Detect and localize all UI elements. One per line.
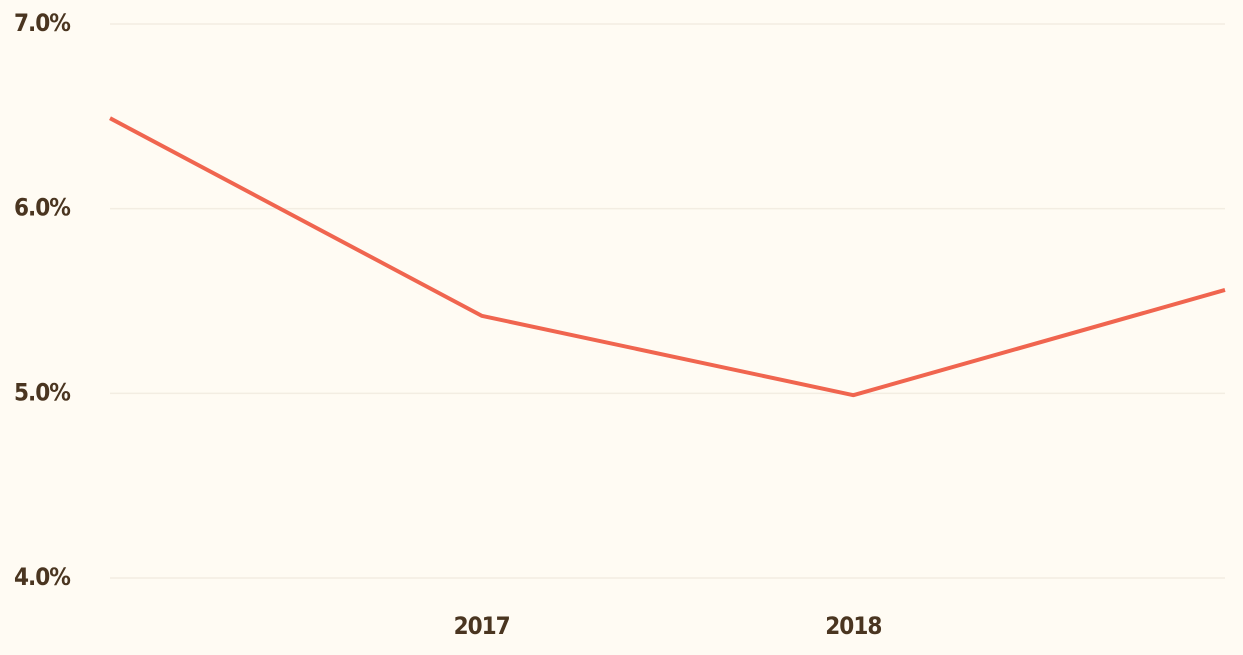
x-tick-label: 2017 [454, 612, 510, 640]
y-tick-label: 6.0% [14, 194, 70, 222]
y-tick-label: 5.0% [14, 378, 70, 406]
data-line [109, 116, 1226, 398]
y-tick-label: 7.0% [14, 9, 70, 37]
x-tick-label: 2018 [825, 612, 881, 640]
y-tick-label: 4.0% [14, 563, 70, 591]
